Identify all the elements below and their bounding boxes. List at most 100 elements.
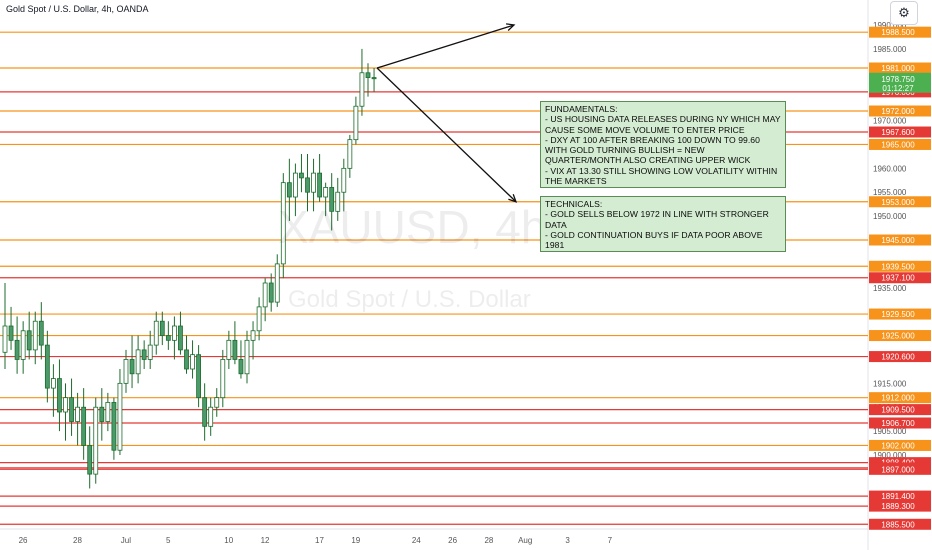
level-price-label: 1902.000 bbox=[881, 441, 915, 450]
candle bbox=[280, 182, 286, 265]
x-tick-label: Jul bbox=[121, 536, 131, 545]
level-price-label: 1967.600 bbox=[881, 128, 915, 137]
level-price-tag bbox=[869, 490, 931, 502]
candle bbox=[51, 378, 56, 389]
candle bbox=[38, 320, 44, 346]
candle bbox=[14, 339, 20, 360]
candle bbox=[20, 330, 26, 360]
level-price-label: 1909.500 bbox=[881, 406, 915, 415]
x-tick-label: 26 bbox=[19, 536, 28, 545]
candle bbox=[250, 330, 256, 341]
candle bbox=[81, 406, 87, 446]
level-price-tag bbox=[869, 272, 931, 284]
y-tick-label: 1960.000 bbox=[873, 164, 907, 173]
candle bbox=[87, 445, 93, 475]
level-price-tag bbox=[869, 439, 931, 451]
candle bbox=[190, 354, 195, 370]
level-price-label: 1953.000 bbox=[881, 198, 915, 207]
technicals-note: TECHNICALS: - GOLD SELLS BELOW 1972 IN L… bbox=[540, 196, 786, 252]
candle bbox=[165, 335, 171, 341]
candle bbox=[208, 406, 214, 427]
level-price-tag bbox=[869, 330, 931, 342]
x-tick-label: 7 bbox=[608, 536, 613, 545]
level-price-label: 1988.500 bbox=[881, 28, 915, 37]
candle bbox=[341, 167, 347, 193]
candle bbox=[26, 330, 32, 351]
candle bbox=[335, 191, 341, 212]
candle bbox=[2, 325, 8, 353]
x-tick-label: Aug bbox=[518, 536, 532, 545]
candle bbox=[359, 72, 365, 107]
candle bbox=[153, 320, 159, 346]
current-price-label: 1978.750 bbox=[881, 75, 915, 84]
level-price-tag bbox=[869, 404, 931, 416]
candle bbox=[178, 325, 183, 351]
settings-gear-icon[interactable]: ⚙ bbox=[890, 1, 918, 25]
candle bbox=[159, 320, 165, 336]
level-price-tag bbox=[869, 105, 931, 117]
x-tick-label: 17 bbox=[315, 536, 324, 545]
candle bbox=[232, 339, 238, 360]
x-tick-label: 24 bbox=[412, 536, 421, 545]
candle bbox=[299, 172, 304, 179]
candle bbox=[317, 172, 323, 198]
level-price-tag bbox=[869, 138, 931, 150]
candle bbox=[69, 397, 74, 422]
x-tick-label: 3 bbox=[565, 536, 570, 545]
candle bbox=[63, 397, 68, 413]
candle bbox=[371, 77, 377, 80]
countdown-label: 01:12:27 bbox=[882, 84, 914, 93]
level-price-label: 1920.600 bbox=[881, 353, 915, 362]
y-tick-label: 1905.000 bbox=[873, 427, 907, 436]
candle bbox=[323, 187, 329, 198]
level-price-tag bbox=[869, 417, 931, 429]
candle bbox=[268, 282, 274, 303]
y-tick-label: 1985.000 bbox=[873, 45, 907, 54]
x-tick-label: 10 bbox=[224, 536, 233, 545]
level-price-label: 1945.000 bbox=[881, 236, 915, 245]
level-price-tag bbox=[869, 500, 931, 512]
level-price-tag bbox=[869, 126, 931, 138]
candle bbox=[305, 177, 310, 193]
level-price-label: 1981.000 bbox=[881, 64, 915, 73]
projection-arrow-head bbox=[508, 194, 518, 203]
level-price-label: 1925.000 bbox=[881, 332, 915, 341]
level-price-tag bbox=[869, 308, 931, 320]
candle bbox=[44, 344, 50, 389]
candle bbox=[347, 139, 353, 169]
level-price-label: 1889.300 bbox=[881, 502, 915, 511]
candle bbox=[353, 105, 359, 141]
candle bbox=[117, 382, 123, 451]
candle bbox=[214, 397, 220, 408]
level-price-label: 1891.400 bbox=[881, 492, 915, 501]
candle bbox=[147, 344, 153, 360]
x-tick-label: 28 bbox=[484, 536, 493, 545]
candle bbox=[262, 282, 268, 308]
level-price-label: 1937.100 bbox=[881, 274, 915, 283]
y-tick-label: 1990.000 bbox=[873, 21, 907, 30]
candle bbox=[311, 172, 316, 193]
candle bbox=[238, 359, 244, 375]
y-tick-label: 1970.000 bbox=[873, 117, 907, 126]
level-price-tag bbox=[869, 260, 931, 272]
candle bbox=[57, 378, 62, 413]
x-tick-label: 19 bbox=[351, 536, 360, 545]
candle bbox=[135, 349, 141, 375]
candle bbox=[220, 359, 226, 399]
candle bbox=[75, 406, 80, 422]
candle bbox=[129, 359, 135, 375]
candle bbox=[256, 306, 262, 332]
level-price-label: 1972.000 bbox=[881, 107, 915, 116]
candle bbox=[111, 402, 117, 451]
candle bbox=[244, 339, 250, 375]
level-price-label: 1885.500 bbox=[881, 520, 915, 529]
level-price-tag bbox=[869, 234, 931, 246]
candle bbox=[171, 325, 177, 341]
fundamentals-note: FUNDAMENTALS: - US HOUSING DATA RELEASES… bbox=[540, 101, 786, 188]
y-tick-label: 1935.000 bbox=[873, 284, 907, 293]
candle bbox=[141, 349, 147, 360]
y-tick-label: 1915.000 bbox=[873, 379, 907, 388]
level-price-tag bbox=[869, 392, 931, 404]
level-price-label: 1939.500 bbox=[881, 262, 915, 271]
